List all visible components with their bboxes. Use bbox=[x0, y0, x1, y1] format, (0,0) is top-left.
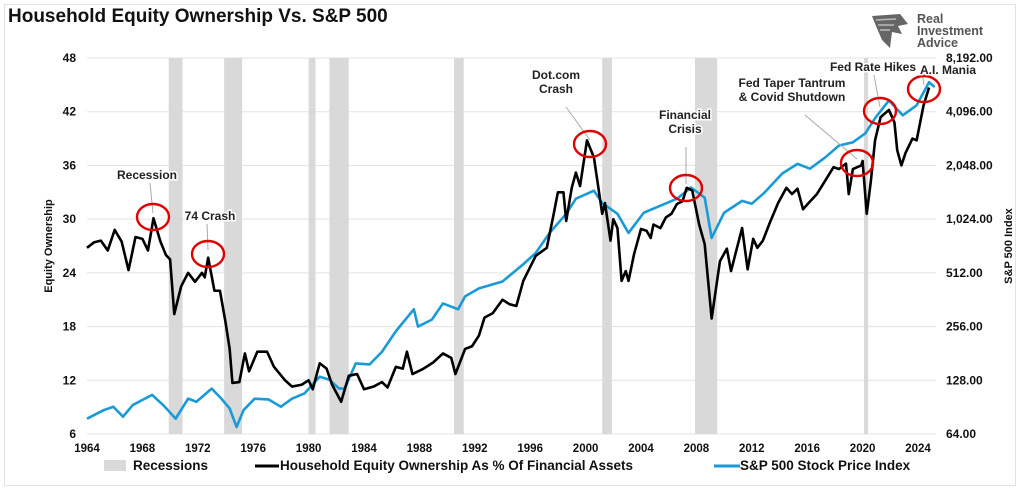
annotation-circle bbox=[906, 74, 942, 104]
annotation-circle bbox=[839, 148, 875, 178]
chart-title: Household Equity Ownership Vs. S&P 500 bbox=[8, 6, 388, 27]
annotation-circle bbox=[862, 96, 898, 126]
annotation-leader bbox=[206, 223, 209, 251]
chart-frame bbox=[4, 4, 1016, 486]
y2-tick-label: 512.00 bbox=[946, 266, 983, 280]
annotation-circle bbox=[572, 129, 608, 159]
logo-line: Investment bbox=[917, 24, 983, 38]
annotation-label: 74 Crash bbox=[185, 209, 236, 223]
x-tick-label: 1972 bbox=[185, 443, 211, 455]
x-tick-label: 1992 bbox=[462, 443, 488, 455]
annotation-leader bbox=[921, 71, 925, 86]
annotation-label: Crash bbox=[539, 82, 573, 96]
annotation-leader bbox=[149, 182, 154, 214]
annotation-label: Crisis bbox=[668, 122, 702, 136]
x-tick-label: 2024 bbox=[905, 443, 931, 455]
x-tick-label: 2020 bbox=[850, 443, 876, 455]
recession-band bbox=[308, 58, 316, 434]
legend-label-equity: Household Equity Ownership As % Of Finan… bbox=[280, 458, 633, 473]
recession-band bbox=[454, 58, 464, 434]
x-tick-label: 1976 bbox=[240, 443, 266, 455]
x-tick-label: 1988 bbox=[407, 443, 433, 455]
annotation-leader bbox=[565, 106, 591, 141]
y-tick-label: 18 bbox=[63, 320, 77, 334]
annotation-label: & Covid Shutdown bbox=[739, 90, 846, 104]
annotation-label: Fed Taper Tantrum bbox=[739, 76, 846, 90]
y2-tick-label: 8,192.00 bbox=[946, 51, 993, 65]
annotation-label: Fed Rate Hikes bbox=[830, 60, 916, 74]
y-tick-label: 30 bbox=[63, 212, 77, 226]
x-tick-label: 1968 bbox=[130, 443, 156, 455]
y-tick-label: 12 bbox=[63, 373, 77, 387]
annotation-leader bbox=[873, 74, 881, 108]
y-tick-label: 48 bbox=[63, 51, 77, 65]
sp500-line bbox=[86, 80, 936, 429]
x-tick-label: 2012 bbox=[739, 443, 765, 455]
y2-axis-label: S&P 500 Index bbox=[1003, 207, 1015, 283]
y-tick-label: 6 bbox=[69, 427, 76, 441]
annotation-label: A.I. Mania bbox=[920, 63, 976, 77]
y-tick-label: 36 bbox=[63, 158, 77, 172]
x-tick-label: 2008 bbox=[684, 443, 710, 455]
y2-tick-label: 1,024.00 bbox=[946, 212, 993, 226]
x-tick-label: 2004 bbox=[628, 443, 654, 455]
equity-line bbox=[86, 87, 931, 404]
annotation-circle bbox=[668, 173, 704, 203]
recession-band bbox=[168, 58, 183, 434]
y-tick-label: 42 bbox=[63, 105, 77, 119]
legend-label-recessions: Recessions bbox=[133, 458, 208, 473]
x-tick-label: 1984 bbox=[351, 443, 377, 455]
logo-line: Real bbox=[917, 12, 944, 26]
annotation-label: Financial bbox=[659, 108, 711, 122]
y2-tick-label: 256.00 bbox=[946, 320, 983, 334]
y-tick-label: 24 bbox=[63, 266, 77, 280]
x-tick-label: 1980 bbox=[296, 443, 322, 455]
y-axis-label: Equity Ownership bbox=[43, 199, 55, 293]
legend-swatch-recessions bbox=[104, 460, 126, 471]
legend-label-sp500: S&P 500 Stock Price Index bbox=[740, 458, 911, 473]
annotation-circle bbox=[190, 239, 226, 269]
annotation-label: Recession bbox=[117, 168, 177, 182]
y2-tick-label: 4,096.00 bbox=[946, 105, 993, 119]
x-tick-label: 1964 bbox=[74, 443, 100, 455]
recession-band bbox=[863, 58, 869, 434]
y2-tick-label: 64.00 bbox=[946, 427, 976, 441]
x-tick-label: 1996 bbox=[517, 443, 543, 455]
legend: Recessions Household Equity Ownership As… bbox=[104, 458, 911, 473]
recession-band bbox=[602, 58, 612, 434]
logo-text: Real Investment Advice bbox=[917, 12, 983, 50]
y2-tick-label: 2,048.00 bbox=[946, 158, 993, 172]
annotation-circle bbox=[135, 202, 171, 232]
x-tick-label: 2000 bbox=[573, 443, 599, 455]
recession-band bbox=[329, 58, 349, 434]
eagle-head-icon bbox=[872, 14, 908, 48]
x-tick-label: 2016 bbox=[794, 443, 820, 455]
annotation-label: Dot.com bbox=[532, 68, 580, 82]
y2-tick-label: 128.00 bbox=[946, 373, 983, 387]
logo-line: Advice bbox=[917, 36, 958, 50]
